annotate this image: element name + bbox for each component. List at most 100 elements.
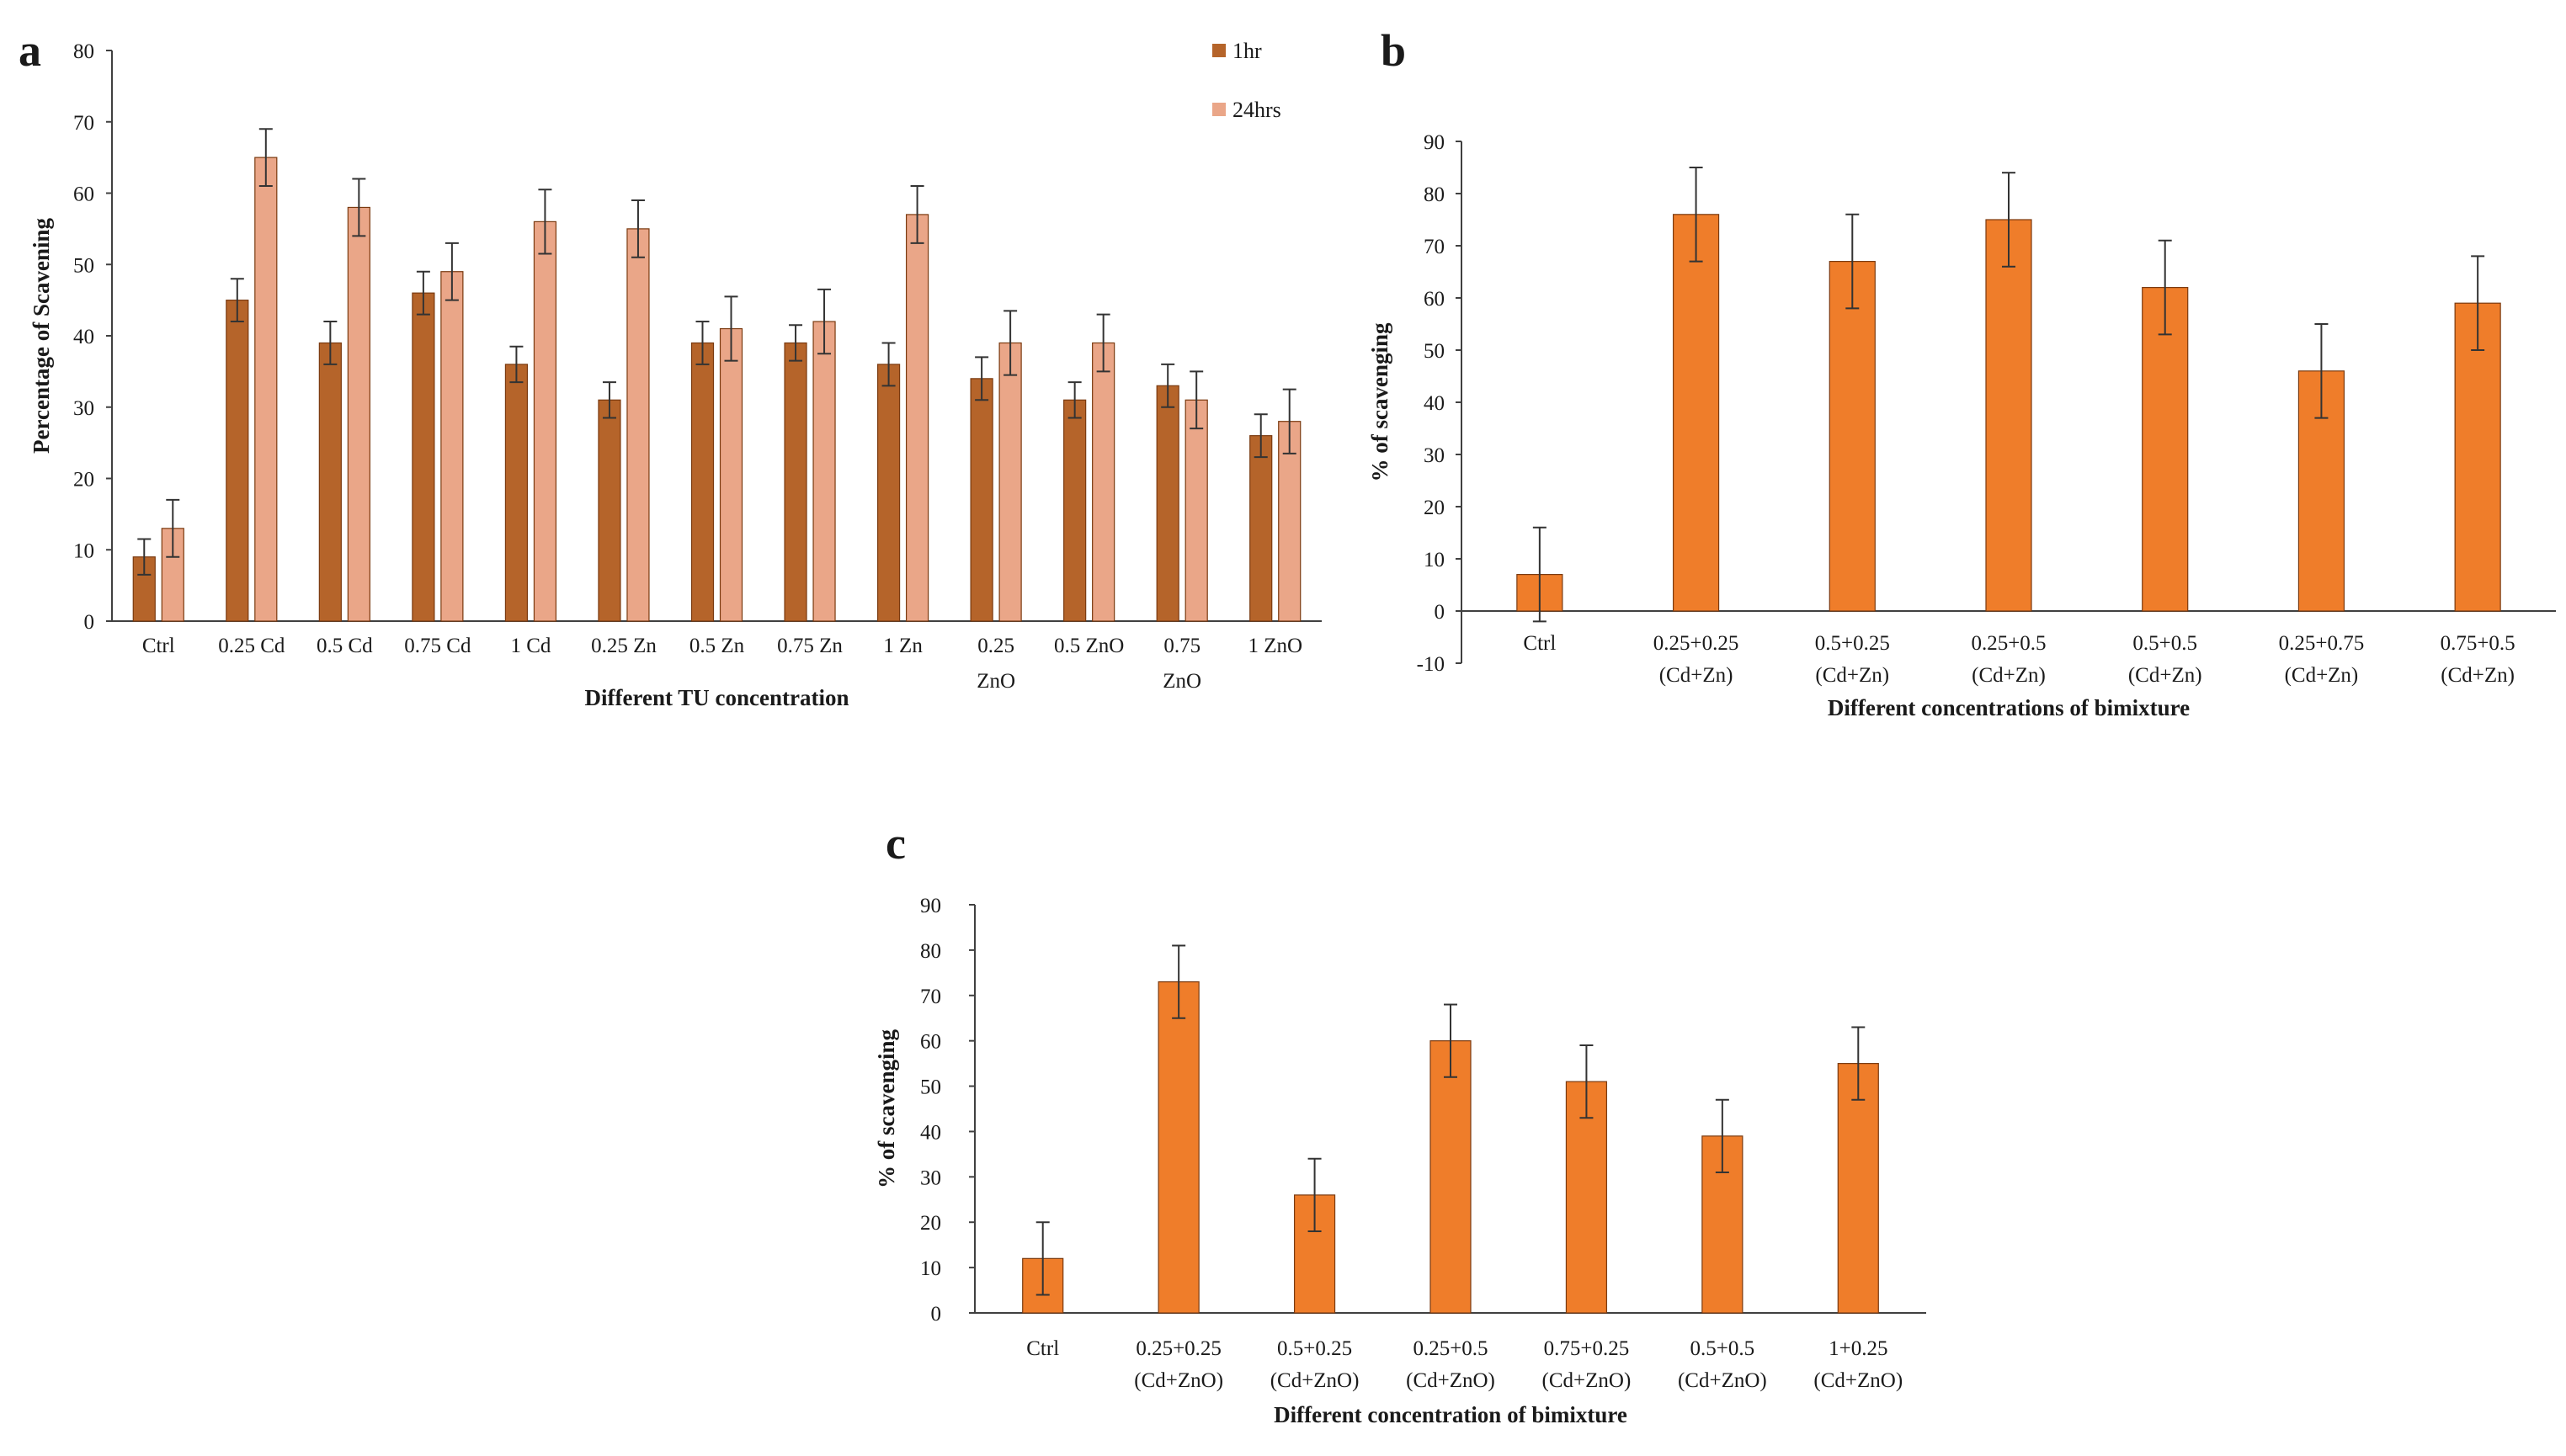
x-tick-label: (Cd+Zn) (1659, 664, 1733, 687)
y-tick-label: 0 (1435, 601, 1445, 624)
y-tick-label: 50 (920, 1076, 941, 1099)
x-tick-label: (Cd+ZnO) (1270, 1369, 1360, 1392)
x-tick-label: 0.25 (977, 635, 1014, 657)
x-tick-label: (Cd+ZnO) (1134, 1369, 1223, 1392)
bar-1hr-12 (1249, 435, 1273, 622)
x-tick-label: 0.75 (1163, 635, 1200, 657)
bar-24hrs-8 (905, 214, 929, 622)
chart-panel-b: b -10 0 10 20 30 40 50 60 70 80 90 Ctrl 0.25+0.25 (Cd+… (1367, 25, 2556, 720)
bar-1hr-5 (598, 399, 621, 622)
bar-c-3 (1429, 1040, 1472, 1314)
y-tick-label: 60 (73, 183, 94, 206)
bar-24hrs-3 (440, 271, 464, 622)
panel-label: b (1381, 25, 1406, 76)
x-tick-label: 0.75 Cd (404, 635, 471, 657)
bar-24hrs-1 (254, 157, 278, 622)
x-tick-label: 0.75+0.5 (2441, 632, 2515, 655)
bar-24hrs-11 (1185, 399, 1208, 622)
x-tick-label: (Cd+Zn) (2441, 664, 2515, 687)
x-tick-label: 0.5 Cd (317, 635, 373, 657)
chart-panel-c: c 0 10 20 30 40 50 60 70 80 90 Ctrl 0.25+0.25 (Cd+ZnO… (874, 818, 1926, 1427)
legend-swatch-1hr (1212, 44, 1226, 57)
bar-1hr-11 (1156, 385, 1179, 622)
legend-swatch-24hrs (1212, 103, 1226, 116)
x-tick-label: 0.25 Cd (218, 635, 285, 657)
x-tick-label: Ctrl (142, 635, 175, 657)
x-tick-label: 0.5+0.25 (1815, 632, 1890, 655)
y-axis-title: Percentage of Scavening (29, 218, 54, 454)
x-tick-label: 0.5+0.5 (2132, 632, 2197, 655)
bar-24hrs-4 (533, 221, 557, 622)
x-tick-label: (Cd+ZnO) (1542, 1369, 1632, 1392)
bar-1hr-1 (226, 300, 249, 622)
y-tick-label: 50 (73, 254, 94, 277)
x-tick-label: ZnO (1163, 670, 1201, 693)
y-tick-label: 20 (1424, 497, 1445, 519)
y-tick-label: 10 (73, 539, 94, 562)
y-tick-label: 20 (73, 469, 94, 492)
bar-1hr-6 (690, 342, 715, 622)
x-tick-label: (Cd+Zn) (2128, 664, 2202, 687)
x-tick-label: 1+0.25 (1829, 1337, 1887, 1360)
bar-1hr-2 (318, 342, 342, 622)
x-tick-label: 0.25+0.25 (1653, 632, 1739, 655)
x-tick-label: 1 Zn (883, 635, 923, 657)
y-tick-label: 80 (1424, 183, 1445, 206)
x-tick-label: 0.25 Zn (591, 635, 657, 657)
panel-label: c (886, 818, 906, 869)
bar-24hrs-10 (1092, 342, 1115, 622)
y-tick-label: 30 (73, 397, 94, 420)
bar-24hrs-7 (812, 321, 836, 622)
y-tick-label: 30 (1424, 444, 1445, 467)
bar-1hr-4 (504, 364, 529, 622)
bar-24hrs-5 (626, 228, 650, 622)
y-tick-label: 10 (920, 1257, 941, 1280)
y-tick-label: 90 (920, 895, 941, 917)
y-tick-label: 80 (73, 40, 94, 63)
x-tick-label: (Cd+ZnO) (1813, 1369, 1903, 1392)
chart-panel-a: a 0 10 20 30 40 50 60 70 80 Ctrl 0.25 Cd 0.5 Cd 0.75 … (19, 25, 1322, 710)
x-tick-label: 0.25+0.25 (1136, 1337, 1222, 1360)
bar-b-6 (2454, 302, 2501, 612)
x-tick-label: 0.25+0.75 (2279, 632, 2365, 655)
x-tick-label: 0.5+0.5 (1690, 1337, 1755, 1360)
y-tick-label: 40 (73, 326, 94, 348)
x-tick-label: ZnO (977, 670, 1015, 693)
y-tick-label: 40 (920, 1121, 941, 1144)
bar-c-1 (1158, 981, 1200, 1314)
legend-label-24hrs: 24hrs (1232, 98, 1281, 122)
bar-1hr-9 (970, 378, 993, 622)
bar-1hr-3 (412, 292, 435, 622)
x-axis-title: Different TU concentration (585, 685, 849, 710)
y-tick-label: 30 (920, 1166, 941, 1189)
x-tick-label: (Cd+ZnO) (1406, 1369, 1495, 1392)
x-tick-label: 1 Cd (510, 635, 551, 657)
x-tick-label: 0.5+0.25 (1277, 1337, 1352, 1360)
legend-label-1hr: 1hr (1232, 39, 1262, 63)
y-tick-label: 90 (1424, 131, 1445, 154)
bar-c-4 (1565, 1081, 1608, 1314)
x-tick-label: 0.5 Zn (689, 635, 745, 657)
y-tick-label: 70 (1424, 236, 1445, 258)
x-tick-label: 0.75+0.25 (1544, 1337, 1630, 1360)
y-tick-label: 70 (73, 112, 94, 135)
x-tick-label: Ctrl (1523, 632, 1556, 655)
y-axis-title: % of scavenging (1367, 322, 1392, 482)
bar-24hrs-12 (1278, 421, 1302, 622)
y-tick-label: 40 (1424, 392, 1445, 415)
y-tick-label: 50 (1424, 340, 1445, 363)
y-tick-label: 0 (931, 1303, 942, 1326)
bar-1hr-8 (876, 364, 901, 622)
y-tick-label: 60 (1424, 288, 1445, 311)
bar-b-4 (2142, 287, 2189, 612)
x-tick-label: Ctrl (1026, 1337, 1059, 1360)
x-tick-label: 0.25+0.5 (1971, 632, 2046, 655)
x-axis-title: Different concentrations of bimixture (1828, 695, 2190, 720)
y-tick-label: 10 (1424, 549, 1445, 571)
y-axis-title: % of scavenging (874, 1029, 899, 1189)
x-tick-label: (Cd+Zn) (1815, 664, 1889, 687)
y-tick-label: 0 (84, 611, 95, 634)
y-tick-label: -10 (1417, 653, 1445, 676)
bar-c-6 (1837, 1063, 1879, 1314)
